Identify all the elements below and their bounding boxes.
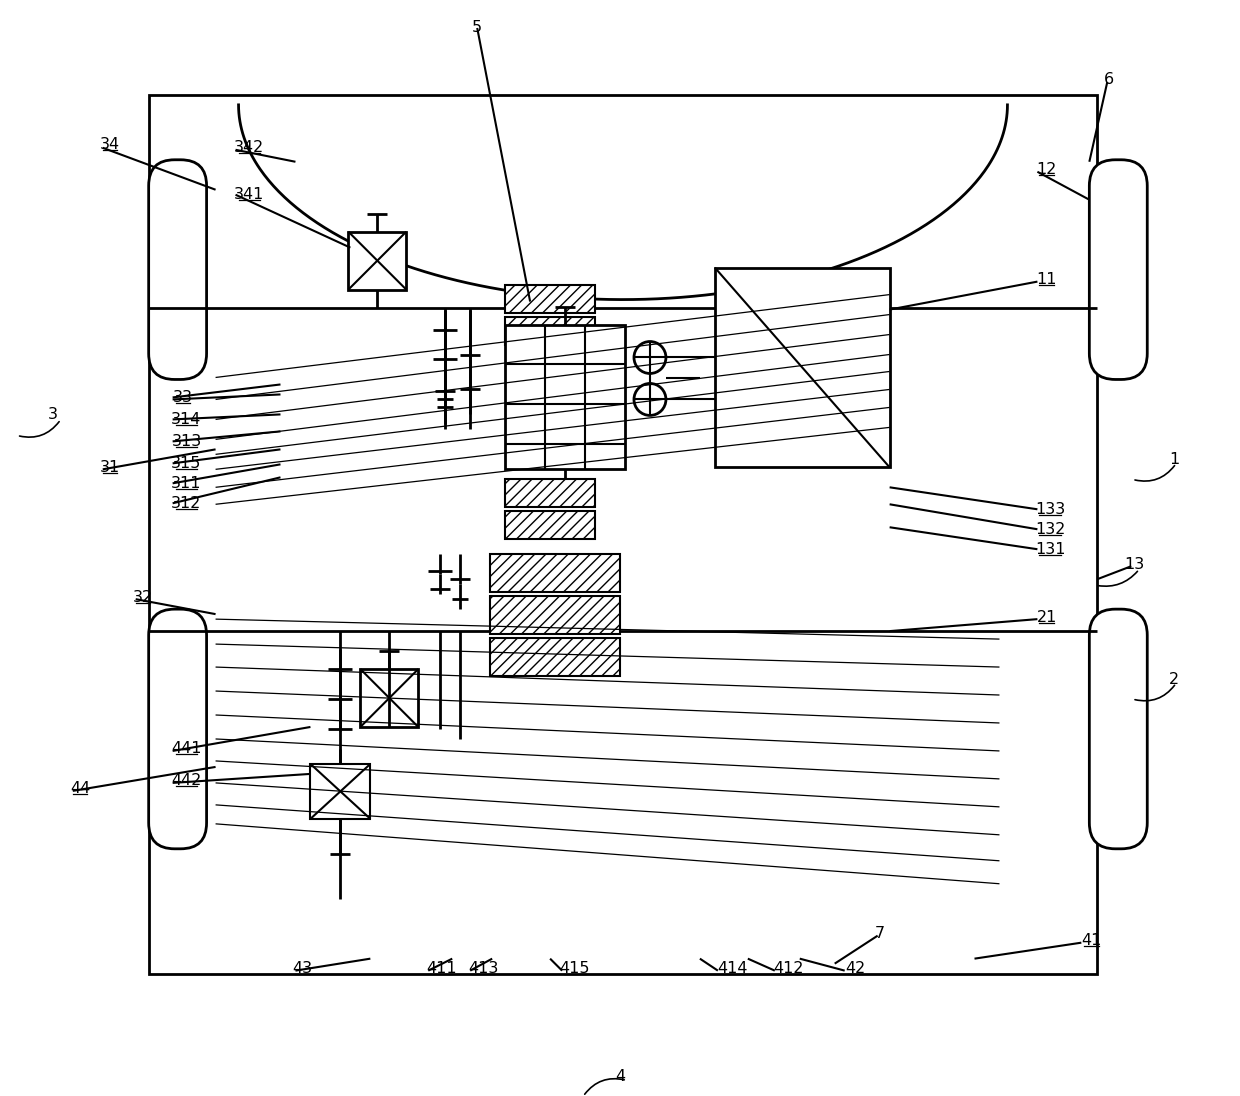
Bar — [490, 555, 620, 592]
Text: 1: 1 — [1169, 452, 1179, 467]
Bar — [505, 285, 595, 312]
Text: 315: 315 — [171, 456, 202, 471]
Text: 43: 43 — [293, 961, 312, 977]
Text: 132: 132 — [1035, 522, 1065, 537]
FancyBboxPatch shape — [149, 160, 207, 379]
Text: 3: 3 — [48, 407, 58, 422]
Text: 42: 42 — [844, 961, 866, 977]
Text: 32: 32 — [133, 590, 153, 605]
Text: 34: 34 — [100, 137, 120, 152]
Bar — [348, 231, 407, 289]
Text: 133: 133 — [1035, 502, 1065, 517]
Bar — [505, 479, 595, 507]
Text: 12: 12 — [1037, 162, 1056, 178]
Bar — [505, 317, 595, 344]
Text: 312: 312 — [171, 495, 202, 511]
Text: 6: 6 — [1105, 72, 1115, 88]
Text: 2: 2 — [1169, 672, 1179, 686]
Text: 413: 413 — [467, 961, 498, 977]
Text: 313: 313 — [171, 434, 202, 449]
Text: 5: 5 — [472, 21, 482, 35]
Text: 411: 411 — [425, 961, 456, 977]
Text: 314: 314 — [171, 412, 202, 427]
Text: 44: 44 — [69, 781, 91, 797]
Text: 11: 11 — [1037, 272, 1056, 287]
Text: 13: 13 — [1125, 557, 1145, 572]
Bar — [490, 638, 620, 676]
Text: 41: 41 — [1081, 933, 1102, 948]
Bar — [505, 511, 595, 539]
Bar — [361, 669, 418, 727]
Text: 131: 131 — [1035, 541, 1065, 557]
Text: 412: 412 — [774, 961, 804, 977]
Bar — [715, 267, 889, 467]
Bar — [149, 95, 1097, 973]
Text: 441: 441 — [171, 742, 202, 756]
FancyBboxPatch shape — [1089, 609, 1147, 848]
Text: 341: 341 — [234, 187, 264, 203]
Text: 31: 31 — [100, 460, 120, 475]
FancyBboxPatch shape — [1089, 160, 1147, 379]
Bar — [490, 596, 620, 635]
FancyBboxPatch shape — [149, 609, 207, 848]
Text: 442: 442 — [171, 774, 202, 788]
Text: 414: 414 — [718, 961, 748, 977]
Text: 415: 415 — [559, 961, 590, 977]
Bar — [505, 324, 625, 469]
Text: 311: 311 — [171, 476, 202, 491]
Text: 21: 21 — [1037, 609, 1056, 625]
Text: 7: 7 — [874, 926, 884, 941]
Text: 33: 33 — [172, 390, 193, 404]
Text: 4: 4 — [615, 1069, 625, 1084]
Bar — [310, 764, 371, 819]
Text: 342: 342 — [234, 140, 264, 156]
